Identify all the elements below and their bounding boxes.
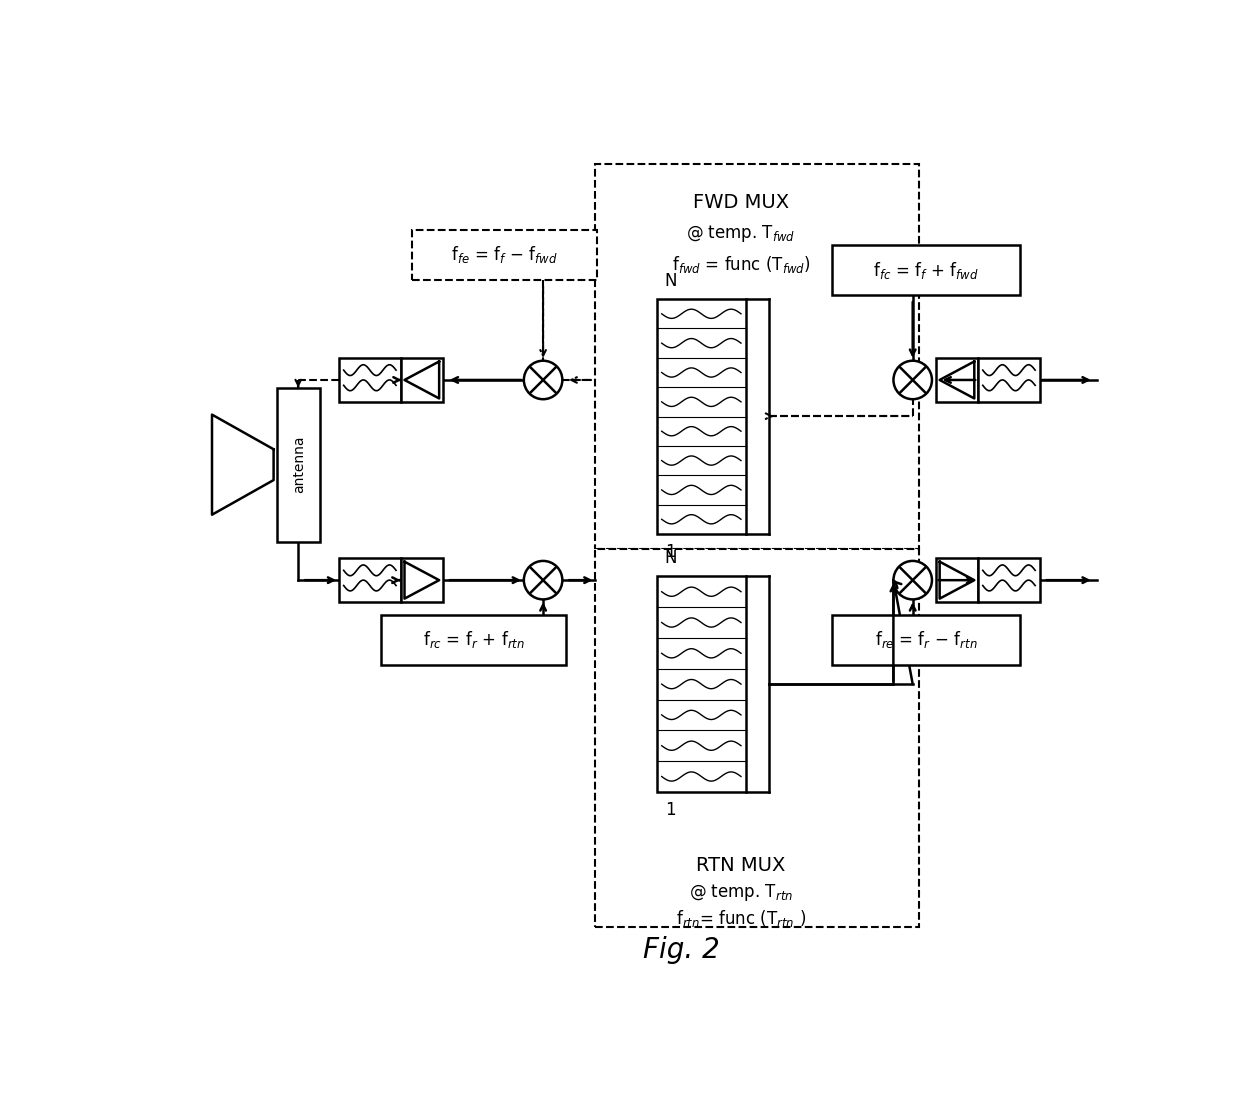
Text: antenna: antenna: [291, 436, 305, 493]
Text: FWD MUX: FWD MUX: [693, 194, 789, 213]
Text: RTN MUX: RTN MUX: [697, 856, 786, 875]
Circle shape: [894, 561, 932, 600]
Circle shape: [523, 361, 563, 400]
Bar: [978, 558, 1040, 602]
Text: Fig. 2: Fig. 2: [644, 936, 720, 964]
Bar: [657, 577, 745, 792]
Bar: [832, 614, 1021, 664]
Text: f$_{rc}$ = f$_r$ + f$_{rtn}$: f$_{rc}$ = f$_r$ + f$_{rtn}$: [423, 629, 525, 650]
Bar: [832, 245, 1021, 295]
Bar: [595, 165, 919, 550]
Bar: [978, 357, 1040, 402]
Text: @ temp. T$_{rtn}$: @ temp. T$_{rtn}$: [689, 881, 794, 903]
Text: 1: 1: [665, 543, 676, 561]
Text: @ temp. T$_{fwd}$: @ temp. T$_{fwd}$: [686, 224, 796, 244]
Bar: [278, 387, 320, 542]
Text: f$_{re}$ = f$_r$ − f$_{rtn}$: f$_{re}$ = f$_r$ − f$_{rtn}$: [874, 629, 977, 650]
Bar: [412, 229, 596, 279]
Bar: [401, 558, 443, 602]
Bar: [339, 558, 401, 602]
Bar: [936, 558, 978, 602]
Circle shape: [523, 561, 563, 600]
Text: N: N: [665, 272, 677, 289]
Text: f$_{fe}$ = f$_f$ − f$_{fwd}$: f$_{fe}$ = f$_f$ − f$_{fwd}$: [451, 245, 558, 265]
Text: 1: 1: [665, 801, 676, 819]
Circle shape: [894, 361, 932, 400]
Bar: [936, 357, 978, 402]
Text: f$_{fc}$ = f$_f$ + f$_{fwd}$: f$_{fc}$ = f$_f$ + f$_{fwd}$: [873, 259, 980, 280]
Text: f$_{rtn}$= func (T$_{rtn}$ ): f$_{rtn}$= func (T$_{rtn}$ ): [676, 908, 806, 929]
Bar: [595, 550, 919, 927]
Bar: [382, 614, 567, 664]
Bar: [401, 357, 443, 402]
Bar: [657, 299, 745, 534]
Text: N: N: [665, 549, 677, 567]
Bar: [339, 357, 401, 402]
Text: f$_{fwd}$ = func (T$_{fwd}$): f$_{fwd}$ = func (T$_{fwd}$): [672, 254, 811, 275]
